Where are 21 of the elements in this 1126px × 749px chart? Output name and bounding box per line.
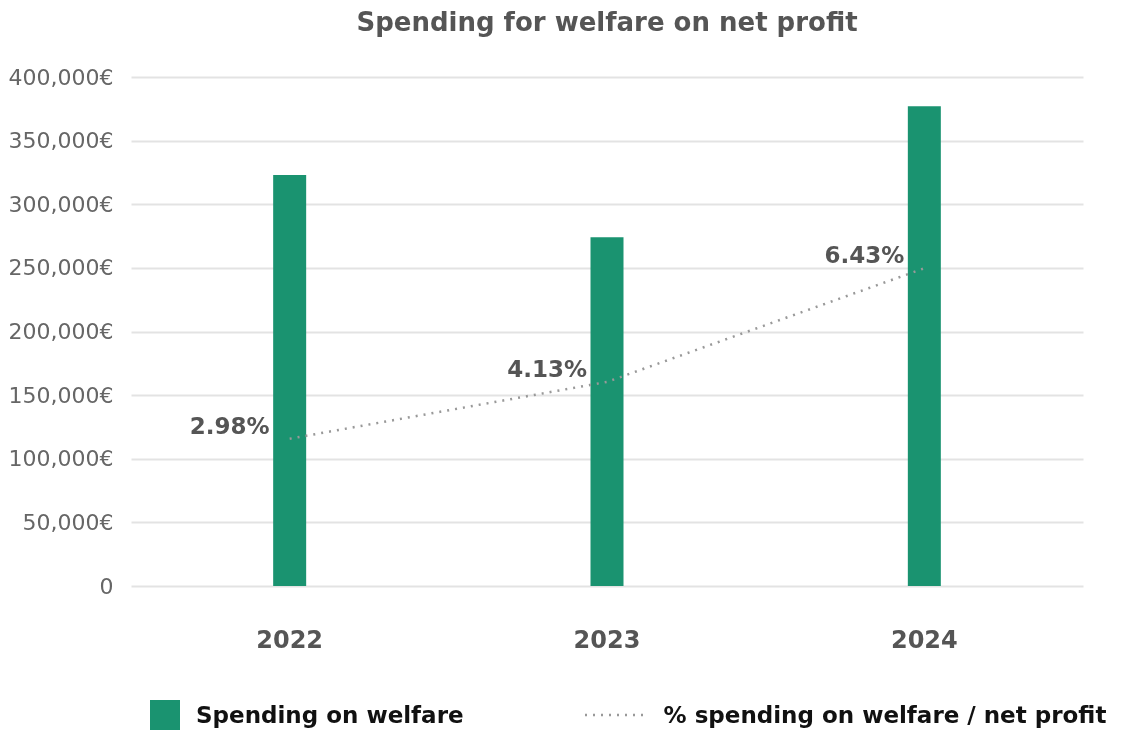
- y-tick-label: 400,000€: [8, 64, 114, 90]
- y-tick-label: 50,000€: [22, 509, 114, 535]
- y-tick-label: 350,000€: [8, 128, 114, 154]
- y-tick-label: 250,000€: [8, 255, 114, 281]
- y-tick-label: 300,000€: [8, 191, 114, 217]
- data-label: 4.13%: [507, 355, 587, 382]
- data-label: 2.98%: [189, 412, 270, 439]
- x-tick-label: 2024: [890, 625, 958, 654]
- y-tick-label: 200,000€: [8, 319, 114, 344]
- y-tick-label: 0: [99, 573, 114, 599]
- legend-label: Spending on welfare: [196, 702, 464, 728]
- x-tick-label: 2023: [573, 625, 641, 654]
- bar: [907, 106, 941, 586]
- data-label: 6.43%: [824, 242, 905, 269]
- y-tick-label: 150,000€: [8, 382, 114, 408]
- chart-title: Spending for welfare on net profit: [356, 7, 858, 37]
- y-tick-label: 100,000€: [8, 446, 114, 472]
- x-tick-label: 2022: [256, 625, 324, 654]
- bar: [273, 174, 307, 586]
- legend-label: % spending on welfare / net profit: [663, 702, 1107, 728]
- bar: [590, 237, 624, 586]
